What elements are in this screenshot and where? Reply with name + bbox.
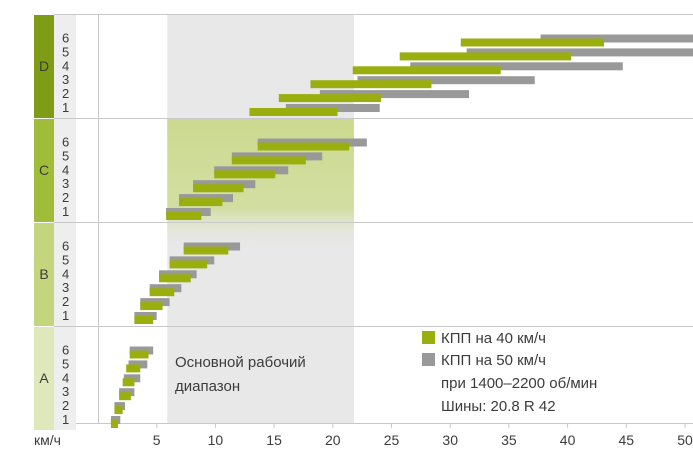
bar-40-D-gear-5: [399, 52, 572, 61]
gear-label-B-3: 3: [62, 280, 69, 295]
bar-40-D-gear-4: [352, 66, 501, 75]
x-tick-label: 20: [325, 432, 341, 448]
bar-40-C-gear-6: [257, 142, 350, 151]
gear-label-D-3: 3: [62, 72, 69, 87]
text-layer: Основной рабочий диапазон: [175, 354, 306, 395]
legend-tire-note: Шины: 20.8 R 42: [441, 398, 556, 415]
gear-label-B-4: 4: [62, 266, 69, 281]
gear-column-D: [54, 15, 76, 118]
bar-40-A-gear-3: [119, 392, 131, 401]
gear-label-D-6: 6: [62, 31, 69, 46]
gear-label-D-4: 4: [62, 58, 69, 73]
bar-40-C-gear-1: [166, 212, 202, 220]
group-band-C: [34, 119, 54, 222]
bar-40-D-gear-1: [249, 108, 338, 116]
legend-label-50: КПП на 50 км/ч: [441, 352, 546, 369]
gear-label-A-1: 1: [62, 412, 69, 427]
gear-label-A-6: 6: [62, 343, 69, 358]
group-band-A: [34, 327, 54, 430]
legend-swatch-50: [422, 353, 435, 366]
gear-label-D-1: 1: [62, 100, 69, 115]
gear-label-B-6: 6: [62, 239, 69, 254]
bar-40-D-gear-3: [310, 80, 432, 89]
bar-40-A-gear-5: [126, 364, 141, 373]
x-tick-label: 45: [619, 432, 635, 448]
bar-50-D-gear-6: [540, 34, 693, 43]
gear-label-A-2: 2: [62, 398, 69, 413]
group-band-B: [34, 223, 54, 326]
gear-label-D-5: 5: [62, 44, 69, 59]
x-tick-label: 40: [560, 432, 576, 448]
gear-column-A: [54, 327, 76, 430]
bar-40-B-gear-6: [183, 246, 229, 255]
x-tick-label: 30: [442, 432, 458, 448]
bar-40-B-gear-2: [140, 302, 163, 311]
grid-layer: [54, 14, 693, 424]
bars-layer: [110, 34, 693, 428]
highlight-range-label-line1: Основной рабочий: [175, 354, 306, 371]
bar-40-D-gear-2: [278, 94, 381, 103]
gear-label-B-1: 1: [62, 308, 69, 323]
bar-40-B-gear-1: [134, 316, 154, 324]
bar-40-C-gear-3: [193, 184, 244, 193]
bar-40-B-gear-4: [159, 274, 191, 283]
bar-50-D-gear-4: [410, 62, 623, 71]
bar-50-D-gear-3: [357, 76, 535, 85]
x-tick-label: 5: [153, 432, 161, 448]
bar-40-A-gear-4: [122, 378, 135, 387]
gear-label-D-2: 2: [62, 86, 69, 101]
bar-40-D-gear-6: [460, 38, 604, 47]
gear-label-C-5: 5: [62, 148, 69, 163]
x-tick-label: 50: [677, 432, 693, 448]
gear-label-C-2: 2: [62, 190, 69, 205]
x-axis: 5 10 15 20 25 30 35 40 45 50 км/ч: [34, 423, 693, 448]
gear-label-C-1: 1: [62, 204, 69, 219]
x-tick-label: 25: [384, 432, 400, 448]
gear-label-A-5: 5: [62, 356, 69, 371]
bar-40-C-gear-4: [214, 170, 276, 179]
bar-40-C-gear-2: [179, 198, 223, 207]
gear-label-B-5: 5: [62, 252, 69, 267]
bar-40-A-gear-2: [114, 406, 123, 415]
bar-40-C-gear-5: [231, 156, 306, 165]
gear-label-C-6: 6: [62, 135, 69, 150]
gear-label-C-3: 3: [62, 176, 69, 191]
bar-50-D-gear-2: [319, 90, 469, 99]
bar-40-A-gear-6: [129, 350, 149, 359]
legend: КПП на 40 км/ч КПП на 50 км/ч при 1400–2…: [422, 330, 597, 415]
x-tick-label: 15: [266, 432, 282, 448]
group-label-A: A: [39, 370, 49, 386]
bar-50-D-gear-5: [466, 48, 693, 57]
gear-column-B: [54, 223, 76, 326]
gear-label-C-4: 4: [62, 162, 69, 177]
group-band-D: [34, 15, 54, 118]
legend-rpm-note: при 1400–2200 об/мин: [441, 375, 597, 392]
gear-label-B-2: 2: [62, 294, 69, 309]
x-tick-label: 35: [501, 432, 517, 448]
group-label-C: C: [39, 162, 49, 178]
group-label-B: B: [39, 266, 48, 282]
x-unit-label: км/ч: [34, 432, 61, 448]
bar-40-A-gear-1: [110, 420, 118, 428]
group-label-D: D: [39, 58, 49, 74]
x-tick-label: 10: [208, 432, 224, 448]
gear-label-A-4: 4: [62, 370, 69, 385]
bar-40-B-gear-3: [149, 288, 175, 297]
bar-40-B-gear-5: [169, 260, 208, 269]
highlight-range-label-line2: диапазон: [175, 378, 240, 395]
gear-label-A-3: 3: [62, 384, 69, 399]
gear-column-C: [54, 119, 76, 222]
legend-label-40: КПП на 40 км/ч: [441, 330, 546, 347]
legend-swatch-40: [422, 331, 435, 344]
